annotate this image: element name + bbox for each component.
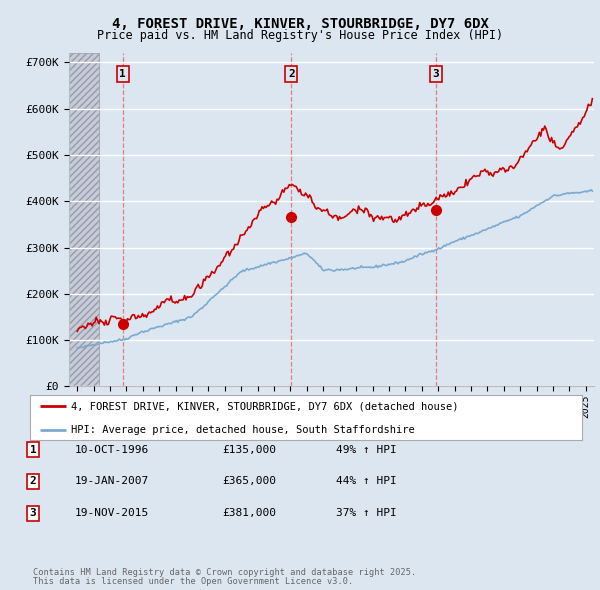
Text: 4, FOREST DRIVE, KINVER, STOURBRIDGE, DY7 6DX (detached house): 4, FOREST DRIVE, KINVER, STOURBRIDGE, DY… [71, 401, 459, 411]
Text: 19-NOV-2015: 19-NOV-2015 [75, 509, 149, 518]
Text: £135,000: £135,000 [222, 445, 276, 454]
Text: 19-JAN-2007: 19-JAN-2007 [75, 477, 149, 486]
Text: 10-OCT-1996: 10-OCT-1996 [75, 445, 149, 454]
Text: £365,000: £365,000 [222, 477, 276, 486]
Text: 2: 2 [288, 69, 295, 79]
Text: 2: 2 [29, 477, 37, 486]
Text: HPI: Average price, detached house, South Staffordshire: HPI: Average price, detached house, Sout… [71, 425, 415, 435]
Text: £381,000: £381,000 [222, 509, 276, 518]
Text: 49% ↑ HPI: 49% ↑ HPI [336, 445, 397, 454]
Text: 3: 3 [433, 69, 440, 79]
Text: 1: 1 [119, 69, 126, 79]
Text: 3: 3 [29, 509, 37, 518]
Text: Contains HM Land Registry data © Crown copyright and database right 2025.: Contains HM Land Registry data © Crown c… [33, 568, 416, 577]
Text: This data is licensed under the Open Government Licence v3.0.: This data is licensed under the Open Gov… [33, 578, 353, 586]
Text: 44% ↑ HPI: 44% ↑ HPI [336, 477, 397, 486]
Text: 1: 1 [29, 445, 37, 454]
Text: Price paid vs. HM Land Registry's House Price Index (HPI): Price paid vs. HM Land Registry's House … [97, 30, 503, 42]
Text: 4, FOREST DRIVE, KINVER, STOURBRIDGE, DY7 6DX: 4, FOREST DRIVE, KINVER, STOURBRIDGE, DY… [112, 17, 488, 31]
Text: 37% ↑ HPI: 37% ↑ HPI [336, 509, 397, 518]
Bar [69, 53, 98, 386]
